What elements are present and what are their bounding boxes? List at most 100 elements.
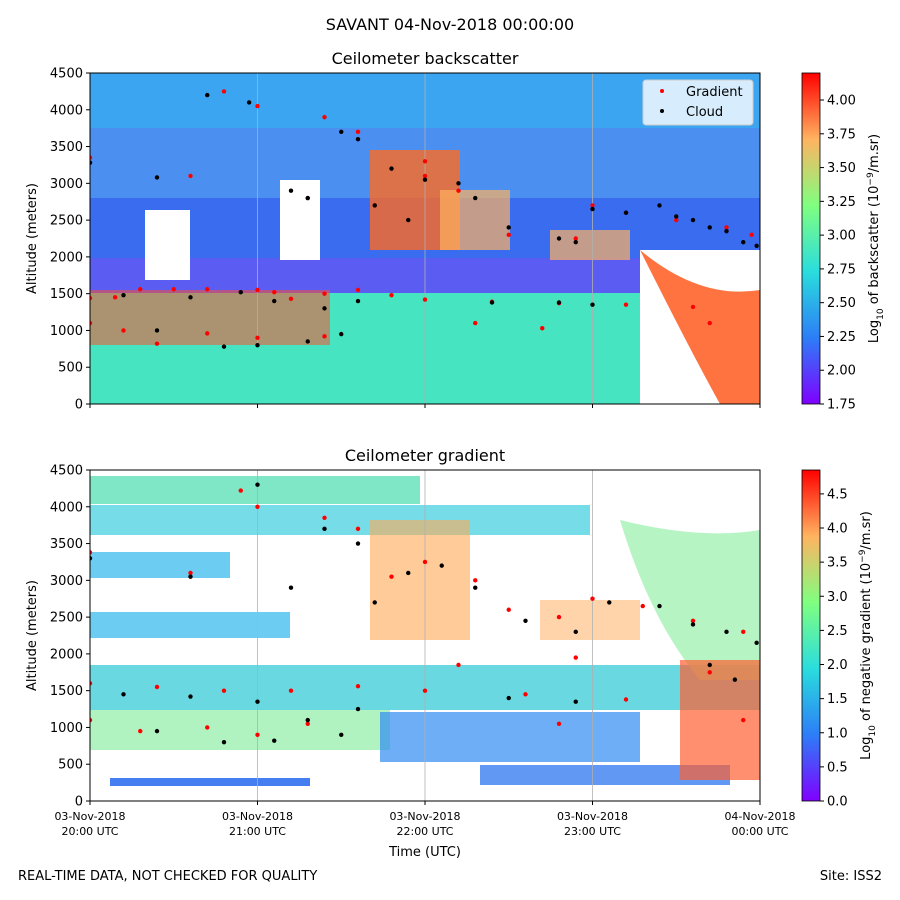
y-tick-label: 2500 <box>50 214 83 229</box>
cloud-point <box>523 618 528 623</box>
y-tick-label: 4000 <box>50 500 83 515</box>
cloud-point <box>154 328 160 333</box>
legend-box <box>642 79 754 126</box>
cloud-point <box>121 292 126 298</box>
cloud-point <box>690 217 696 223</box>
cloud-point <box>707 662 712 668</box>
backscatter-markers <box>90 89 759 349</box>
legend: Gradient Cloud <box>642 79 754 126</box>
gradient-point <box>90 295 93 301</box>
gradient-point <box>506 232 511 238</box>
figure-suptitle: SAVANT 04-Nov-2018 00:00:00 <box>325 15 575 34</box>
gradient-panel: 0 500 1000 1500 2000 2500 3000 3500 4000 4500 03-… <box>25 446 878 860</box>
cloud-point <box>607 600 612 605</box>
cloud-point <box>154 728 160 734</box>
gradient-point <box>590 596 595 601</box>
cloud-point <box>238 289 243 295</box>
gradient-point <box>724 225 729 230</box>
gradient-point <box>355 129 361 135</box>
gradient-point <box>322 114 327 120</box>
cloud-point <box>657 603 662 609</box>
cloud-point <box>573 239 578 245</box>
cloud-point <box>439 563 444 568</box>
cloud-point <box>255 482 260 487</box>
colorbar-tick-label: 2.00 <box>827 364 856 379</box>
gradient-point <box>355 684 361 689</box>
backscatter-gridlines <box>257 73 593 404</box>
gradient-colorbar-bar <box>801 469 821 802</box>
gradient-point <box>623 697 629 702</box>
gradient-gridlines <box>257 470 593 801</box>
colorbar-tick-label: 3.00 <box>827 229 856 244</box>
gradient-point <box>640 603 645 609</box>
cloud-point <box>188 295 193 300</box>
gradient-colorbar: 0.0 0.5 1.0 1.5 2.0 2.5 3.0 3.5 4.0 4.5 Log10 of … <box>801 469 878 810</box>
cloud-point <box>255 699 260 704</box>
cloud-point <box>573 699 578 704</box>
y-tick-label: 1000 <box>50 324 83 339</box>
gradient-point <box>112 295 118 300</box>
gradient-point <box>90 155 93 160</box>
colorbar-tick-label: 0.0 <box>827 795 848 810</box>
colorbar-tick-label: 4.00 <box>827 94 856 109</box>
cloud-point <box>90 160 93 165</box>
gradient-point <box>590 203 595 208</box>
y-tick-label: 1500 <box>50 287 83 302</box>
colorbar-tick-label: 1.75 <box>827 398 856 413</box>
colorbar-tick-label: 2.0 <box>827 658 848 673</box>
gradient-point <box>205 331 210 336</box>
cloud-point <box>322 306 327 311</box>
cloud-point <box>246 100 252 105</box>
gradient-point <box>707 670 712 675</box>
gradient-point <box>473 320 478 326</box>
colorbar-tick-label: 4.0 <box>827 522 848 537</box>
gradient-point <box>355 287 361 293</box>
gradient-point <box>171 287 176 292</box>
gradient-point <box>188 173 193 179</box>
cloud-point <box>339 129 344 135</box>
gradient-point <box>422 559 428 565</box>
backscatter-y-axis: 0 500 1000 1500 2000 2500 3000 3500 4000 4500 <box>50 67 90 413</box>
gradient-point <box>389 292 394 298</box>
cloud-point <box>707 225 712 230</box>
gradient-point <box>205 725 210 730</box>
gradient-point <box>90 550 93 555</box>
gradient-point <box>90 320 93 326</box>
colorbar-tick-label: 4.5 <box>827 487 848 502</box>
cloud-point <box>288 585 294 590</box>
y-tick-label: 4500 <box>50 464 83 479</box>
y-tick-label: 500 <box>58 361 83 376</box>
gradient-ylabel: Altitude (meters) <box>25 580 40 691</box>
gradient-colorbar-label: Log10 of negative gradient (10−9/m.sr) <box>858 511 878 760</box>
gradient-point <box>573 236 578 241</box>
colorbar-tick-label: 3.0 <box>827 590 848 605</box>
x-tick-time-label: 20:00 UTC <box>61 825 118 838</box>
legend-cloud-marker <box>660 109 664 113</box>
colorbar-tick-label: 2.50 <box>827 296 856 311</box>
gradient-point <box>690 618 696 623</box>
colorbar-tick-label: 3.75 <box>827 127 856 142</box>
gradient-point <box>138 287 143 292</box>
gradient-y-axis: 0 500 1000 1500 2000 2500 3000 3500 4000 4500 <box>50 464 90 810</box>
gradient-point <box>623 302 629 307</box>
gradient-point <box>238 488 243 493</box>
cloud-point <box>221 739 227 745</box>
gradient-point <box>456 662 461 668</box>
cloud-point <box>590 206 595 212</box>
gradient-point <box>422 173 428 179</box>
x-tick-date-label: 03-Nov-2018 <box>54 810 125 823</box>
cloud-point <box>90 556 93 561</box>
y-tick-label: 500 <box>58 758 83 773</box>
gradient-point <box>305 721 310 726</box>
x-tick-time-label: 22:00 UTC <box>396 825 453 838</box>
cloud-point <box>305 195 310 201</box>
gradient-point <box>422 688 428 693</box>
gradient-point <box>154 341 160 346</box>
cloud-point <box>473 585 478 590</box>
gradient-point <box>573 655 578 660</box>
gradient-point <box>422 297 428 302</box>
y-tick-label: 1000 <box>50 721 83 736</box>
cloud-point <box>188 574 193 579</box>
y-tick-label: 0 <box>75 398 83 413</box>
cloud-point <box>339 732 344 737</box>
